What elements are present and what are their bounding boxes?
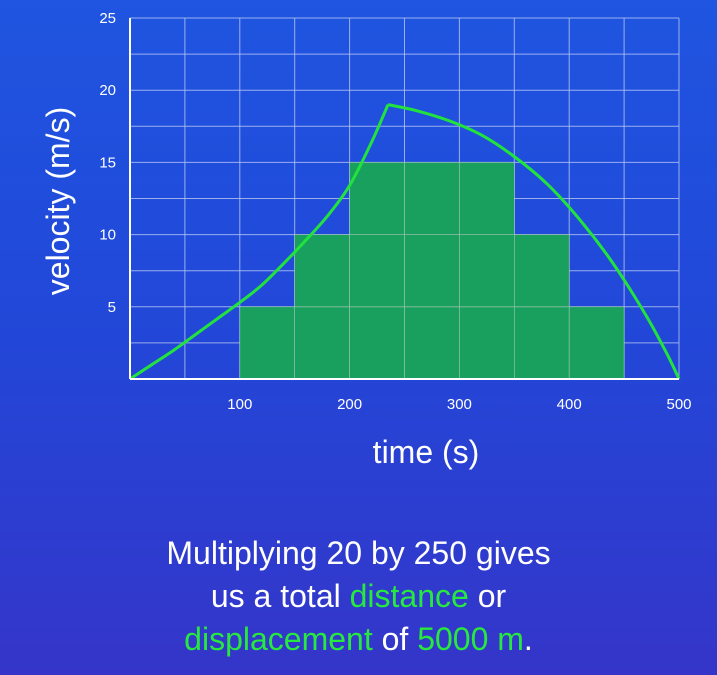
caption-text: of: [372, 621, 418, 657]
highlight-distance: distance: [349, 578, 469, 614]
bar: [459, 162, 515, 380]
y-tick-label: 20: [99, 82, 116, 99]
caption-line-2: us a total distance or: [0, 575, 717, 618]
bars: [239, 162, 625, 380]
highlight-5000m: 5000 m: [417, 621, 524, 657]
y-tick-label: 10: [99, 227, 116, 244]
bar: [349, 162, 405, 380]
x-tick-label: 200: [337, 396, 362, 413]
velocity-curve-falling: [387, 103, 681, 380]
y-tick-label: 5: [108, 299, 116, 316]
caption-text: us a total: [210, 578, 350, 614]
y-axis-title: velocity (m/s): [40, 107, 76, 295]
axes: [129, 18, 679, 380]
x-tick-label: 500: [666, 396, 691, 413]
tick-labels: 100 200 300 400 500 5 10 15 20 25: [99, 10, 691, 413]
x-axis-title: time (s): [373, 434, 480, 470]
caption-text: Multiplying 20 by 250 gives: [166, 535, 551, 571]
y-tick-label: 25: [99, 10, 116, 27]
curve-layer: [129, 103, 681, 381]
bar: [239, 306, 296, 380]
velocity-time-chart: 100 200 300 400 500 5 10 15 20 25 time (s) veloci…: [40, 10, 691, 470]
caption-line-3: displacement of 5000 m.: [0, 618, 717, 661]
x-tick-label: 400: [557, 396, 582, 413]
caption-text: .: [523, 621, 533, 657]
caption-text: or: [468, 578, 507, 614]
highlight-displacement: displacement: [184, 621, 373, 657]
x-tick-label: 300: [447, 396, 472, 413]
caption-line-1: Multiplying 20 by 250 gives: [0, 532, 717, 575]
caption: Multiplying 20 by 250 gives us a total d…: [0, 532, 717, 661]
y-tick-label: 15: [99, 154, 116, 171]
velocity-curve-rising: [129, 104, 390, 381]
x-tick-label: 100: [227, 396, 252, 413]
bar: [568, 306, 625, 380]
bar: [404, 162, 460, 380]
